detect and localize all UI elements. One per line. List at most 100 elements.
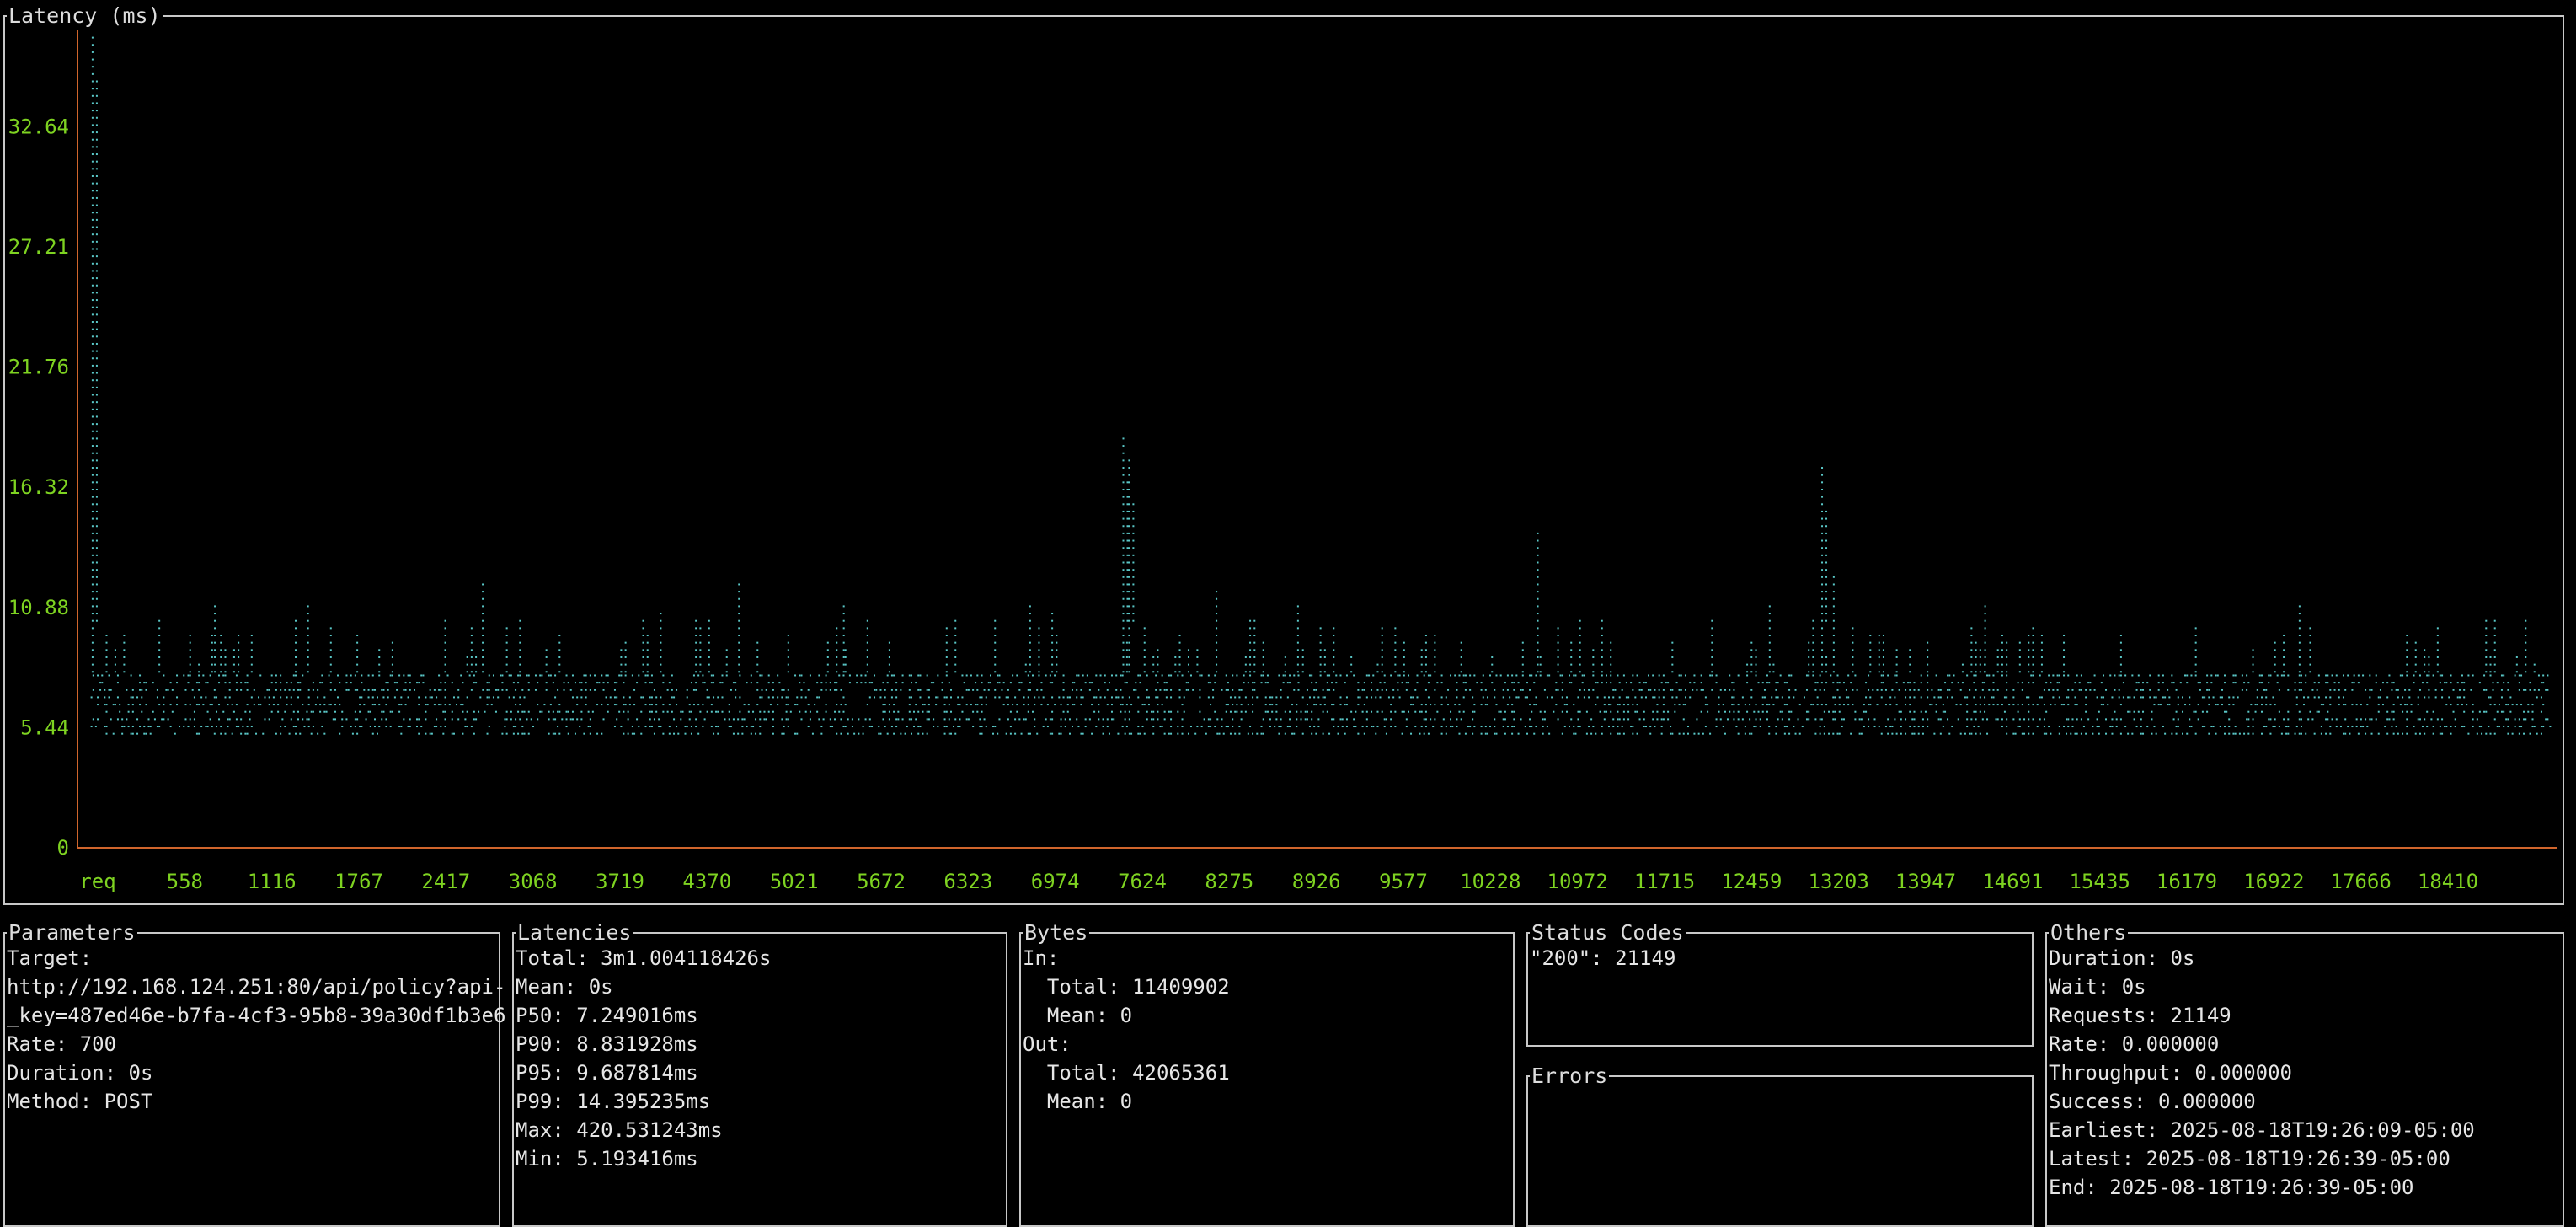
latency-point — [95, 212, 98, 214]
latency-point — [2424, 671, 2426, 673]
latency-point — [741, 718, 744, 721]
latency-point — [2026, 696, 2028, 699]
latency-point — [1308, 674, 1311, 677]
latency-point — [2140, 689, 2142, 691]
latency-point — [240, 689, 243, 691]
latency-point — [202, 704, 205, 706]
latency-point — [1521, 649, 1524, 651]
latency-point — [2157, 689, 2160, 691]
latency-point — [1948, 674, 1951, 677]
latency-point — [2533, 671, 2536, 673]
latency-point — [1975, 704, 1977, 706]
latency-point — [602, 689, 605, 691]
latency-point — [1029, 635, 1031, 637]
latency-point — [1271, 696, 1274, 699]
latency-point — [847, 718, 849, 721]
latency-point — [557, 689, 559, 691]
latency-point — [728, 704, 730, 706]
latency-point — [1900, 726, 1902, 728]
latency-point — [2162, 696, 2164, 699]
latency-point — [290, 704, 292, 706]
latency-point — [198, 671, 200, 673]
latency-point — [2515, 663, 2518, 666]
latency-point — [1715, 726, 1718, 728]
latency-point — [306, 718, 308, 721]
latency-point — [1495, 704, 1498, 706]
latency-point — [1495, 674, 1498, 677]
latency-point — [464, 726, 467, 728]
latency-point — [1821, 619, 1824, 622]
latency-point — [258, 696, 260, 699]
latency-point — [2428, 674, 2430, 677]
latency-point — [1051, 619, 1054, 622]
latency-point — [147, 726, 150, 728]
latency-point — [91, 613, 94, 615]
latency-point — [1146, 710, 1148, 713]
latency-point — [105, 726, 108, 728]
latency-point — [381, 689, 383, 691]
latency-point — [945, 710, 948, 713]
latency-point — [1823, 726, 1825, 728]
latency-point — [91, 44, 94, 46]
x-tick-label: 558 — [167, 870, 203, 893]
latency-point — [482, 605, 484, 608]
latency-point — [2263, 726, 2265, 728]
latency-point — [444, 619, 446, 622]
latency-point — [759, 718, 762, 721]
latency-point — [1638, 689, 1641, 691]
latency-point — [2439, 732, 2441, 735]
latency-point — [1207, 718, 1210, 721]
latency-point — [1821, 532, 1824, 534]
latency-point — [95, 110, 98, 112]
latency-point — [116, 696, 119, 699]
latency-point — [1262, 649, 1264, 651]
latency-point — [1812, 704, 1814, 706]
latency-point — [1768, 663, 1771, 666]
latency-point — [2269, 674, 2272, 677]
latency-point — [466, 671, 468, 673]
latency-point — [1777, 682, 1779, 684]
latency-point — [2208, 732, 2210, 735]
latency-point — [864, 718, 867, 721]
latency-point — [95, 445, 98, 447]
latency-point — [1440, 704, 1443, 706]
latency-point — [658, 726, 660, 728]
latency-point — [95, 277, 98, 280]
latency-point — [2542, 682, 2545, 684]
latency-point — [2204, 726, 2206, 728]
latency-point — [1009, 710, 1012, 713]
latency-point — [699, 671, 702, 673]
latency-point — [2404, 704, 2407, 706]
latency-point — [2360, 726, 2362, 728]
latency-point — [1214, 710, 1216, 713]
latency-point — [1825, 682, 1828, 684]
latency-point — [2518, 674, 2520, 677]
latency-point — [1467, 726, 1469, 728]
latency-point — [119, 704, 121, 706]
latency-point — [95, 350, 98, 352]
latency-point — [2287, 732, 2290, 735]
latency-point — [1975, 718, 1977, 721]
latency-point — [2247, 682, 2250, 684]
latency-point — [1907, 682, 1910, 684]
latency-point — [738, 627, 740, 630]
latency-point — [95, 510, 98, 512]
latency-point — [1128, 597, 1130, 600]
latency-point — [1808, 649, 1810, 651]
latency-point — [345, 682, 348, 684]
latency-point — [2441, 674, 2444, 677]
latency-point — [266, 689, 269, 691]
latency-point — [1779, 710, 1782, 713]
latency-point — [2536, 696, 2538, 699]
latency-point — [1434, 718, 1436, 721]
latency-point — [2285, 732, 2288, 735]
latency-point — [2515, 656, 2518, 658]
latency-point — [227, 726, 229, 728]
latency-point — [1868, 674, 1870, 677]
latency-point — [216, 710, 218, 713]
latency-point — [1838, 682, 1841, 684]
latency-point — [1854, 710, 1857, 713]
latency-point — [91, 146, 94, 148]
latency-point — [1212, 689, 1215, 691]
latency-point — [1749, 732, 1751, 735]
